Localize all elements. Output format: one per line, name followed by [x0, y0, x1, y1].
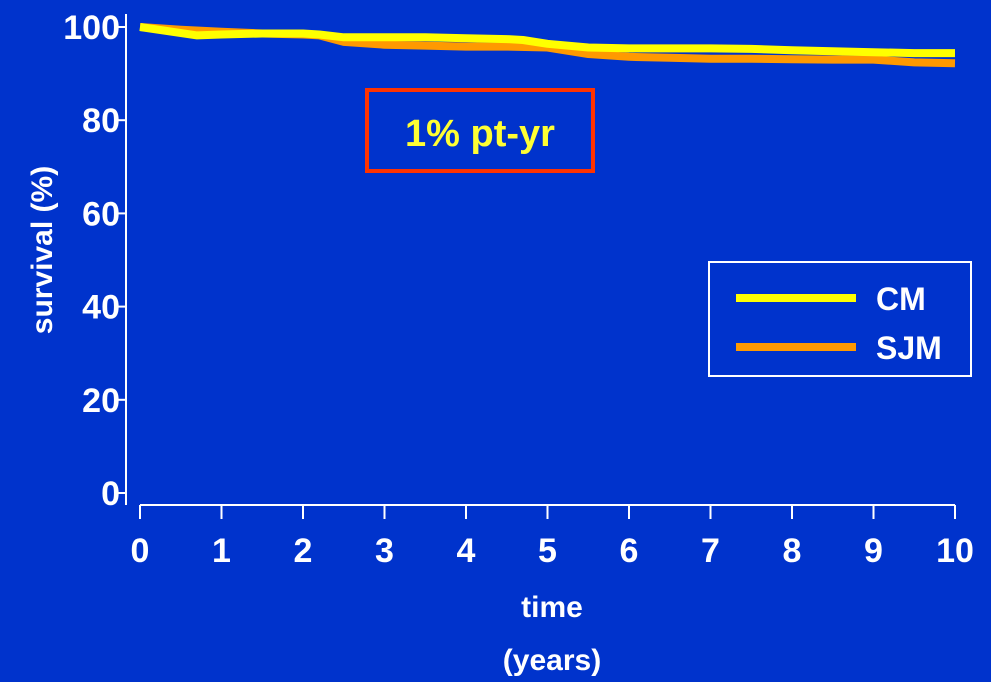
x-tick-label: 4: [457, 532, 476, 570]
legend: CM SJM: [736, 281, 942, 366]
y-tick-label: 60: [82, 195, 120, 233]
legend-label-sjm: SJM: [876, 330, 942, 366]
y-tick-label: 40: [82, 289, 120, 327]
x-tick-label: 7: [701, 532, 720, 570]
axes: 0 20 40 60 80 100 0 1 2 3 4 5 6 7 8 9 10: [63, 9, 974, 570]
series-line-cm: [139, 23, 955, 58]
annotation-label: 1% pt-yr: [405, 113, 555, 155]
y-tick-label: 100: [63, 9, 120, 47]
y-tick-label: 20: [82, 382, 120, 420]
y-tick-label: 0: [101, 475, 120, 513]
y-tick-label: 80: [82, 102, 120, 140]
y-axis-title: survival (%): [26, 166, 59, 334]
x-tick-label: 5: [538, 532, 557, 570]
x-tick-label: 3: [375, 532, 394, 570]
x-tick-label: 10: [936, 532, 974, 570]
legend-box: [708, 261, 972, 377]
x-tick-label: 8: [783, 532, 802, 570]
x-tick-label: 9: [864, 532, 883, 570]
annotation-box: [365, 88, 595, 173]
x-axis-title-line2: (years): [503, 644, 601, 677]
x-tick-label: 1: [212, 532, 231, 570]
x-tick-label: 6: [620, 532, 639, 570]
x-axis-title-line1: time: [521, 591, 583, 624]
series-layer: [139, 23, 956, 68]
x-tick-label: 0: [131, 532, 150, 570]
legend-label-cm: CM: [876, 281, 926, 317]
x-tick-label: 2: [294, 532, 313, 570]
